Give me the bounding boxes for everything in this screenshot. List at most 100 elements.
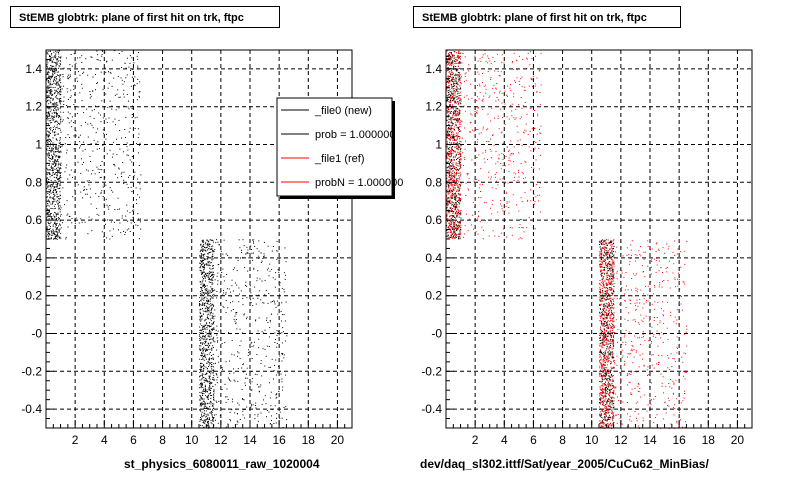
data-point <box>112 121 114 123</box>
data-point <box>211 416 213 418</box>
data-point <box>55 57 57 59</box>
data-point <box>209 244 211 245</box>
data-point <box>510 84 511 86</box>
data-point <box>56 213 58 215</box>
data-point <box>47 168 49 170</box>
data-point <box>55 127 57 128</box>
data-point <box>504 165 506 167</box>
data-point <box>58 169 60 171</box>
data-point <box>201 353 203 354</box>
data-point <box>599 349 601 351</box>
data-point <box>446 198 448 200</box>
data-point <box>215 414 217 416</box>
data-point <box>207 258 209 260</box>
data-point <box>535 55 536 57</box>
data-point <box>51 69 53 71</box>
data-point <box>51 104 53 106</box>
data-point <box>54 108 56 109</box>
data-point <box>212 354 214 355</box>
data-point <box>58 171 59 173</box>
data-point <box>46 174 48 176</box>
data-point <box>210 342 212 344</box>
data-point <box>106 60 108 62</box>
data-point <box>209 385 211 387</box>
data-point <box>106 204 108 206</box>
data-point <box>609 297 611 299</box>
data-point <box>51 116 53 118</box>
data-point <box>608 411 610 413</box>
data-point <box>455 237 457 239</box>
data-point <box>602 292 604 293</box>
data-point <box>448 63 450 65</box>
data-point <box>213 417 215 419</box>
data-point <box>603 400 605 402</box>
data-point <box>467 98 469 100</box>
data-point <box>478 211 480 213</box>
data-point <box>450 191 452 193</box>
data-point <box>246 246 248 248</box>
data-point <box>56 238 58 240</box>
data-point <box>225 312 227 313</box>
data-point <box>201 378 203 380</box>
data-point <box>212 315 214 317</box>
data-point <box>207 302 209 304</box>
data-point <box>451 126 452 128</box>
data-point <box>490 150 492 152</box>
data-point <box>52 203 53 205</box>
data-point <box>447 94 449 96</box>
data-point <box>53 65 55 67</box>
data-point <box>136 83 138 85</box>
data-point <box>267 267 269 269</box>
data-point <box>607 239 609 241</box>
data-point <box>98 214 100 216</box>
data-point <box>608 346 610 348</box>
data-point <box>452 152 454 154</box>
data-point <box>132 216 134 218</box>
data-point <box>251 342 253 344</box>
data-point <box>209 261 211 263</box>
data-point <box>275 359 277 361</box>
data-point <box>607 409 609 411</box>
data-point <box>96 50 98 52</box>
data-point <box>452 159 454 161</box>
data-point <box>52 185 54 187</box>
data-point <box>200 402 202 404</box>
data-point <box>473 130 475 132</box>
data-point <box>612 249 614 251</box>
data-point <box>124 62 126 64</box>
data-point <box>484 53 486 55</box>
data-point <box>95 193 97 195</box>
data-point <box>55 156 57 158</box>
data-point <box>504 103 506 105</box>
data-point <box>54 187 55 189</box>
data-point <box>611 250 613 252</box>
data-point <box>602 247 604 249</box>
data-point <box>267 302 269 304</box>
data-point <box>49 191 51 193</box>
data-point <box>90 123 92 125</box>
data-point <box>612 328 614 329</box>
data-point <box>451 78 453 80</box>
data-point <box>460 210 462 211</box>
data-point <box>209 272 211 274</box>
data-point <box>452 88 454 90</box>
data-point <box>51 148 53 150</box>
data-point <box>599 296 601 298</box>
data-point <box>56 81 58 83</box>
data-point <box>244 382 246 384</box>
data-point <box>203 299 205 301</box>
data-point <box>233 318 235 320</box>
data-point <box>210 394 212 396</box>
data-point <box>264 348 266 350</box>
data-point <box>225 293 227 295</box>
data-point <box>203 243 205 245</box>
data-point <box>206 288 208 290</box>
data-point <box>72 176 73 178</box>
data-point <box>453 237 455 239</box>
data-point <box>450 160 452 162</box>
data-point <box>205 403 207 405</box>
data-point <box>208 264 210 266</box>
data-point <box>64 204 65 206</box>
data-point <box>450 128 452 130</box>
data-point <box>50 129 51 131</box>
